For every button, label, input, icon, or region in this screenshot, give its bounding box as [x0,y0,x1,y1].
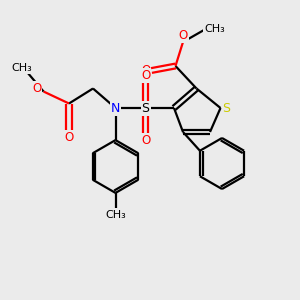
Text: CH₃: CH₃ [11,63,32,74]
Text: O: O [141,64,150,77]
Text: S: S [142,101,149,115]
Text: O: O [178,29,188,42]
Text: O: O [141,69,150,82]
Text: CH₃: CH₃ [204,23,225,34]
Text: N: N [111,101,120,115]
Text: O: O [32,82,41,95]
Text: CH₃: CH₃ [105,209,126,220]
Text: O: O [64,130,74,144]
Text: O: O [141,134,150,147]
Text: S: S [223,101,230,115]
